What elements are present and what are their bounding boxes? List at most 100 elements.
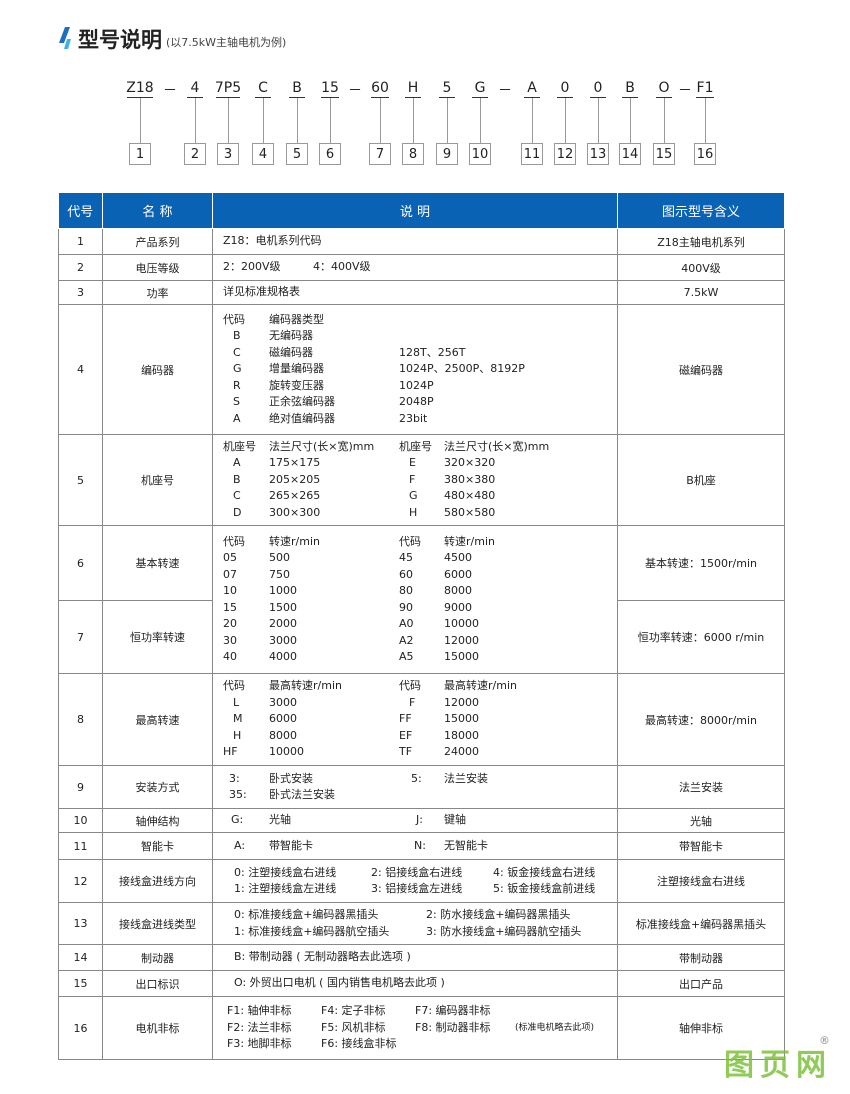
page-title: 型号说明 [78, 28, 162, 52]
description-cell: 320×320 [444, 456, 496, 470]
description-line: 详见标准规格表 [213, 284, 617, 301]
table-row: 1 产品系列 Z18：电机系列代码 Z18主轴电机系列 [58, 228, 785, 255]
description-cell: 4000 [269, 650, 297, 663]
description-cell: 1: 注塑接线盒左进线 [234, 882, 337, 895]
description-cell: 10 [223, 584, 237, 597]
description-cell: 2：200V级 [223, 260, 281, 274]
segment-index-box: 16 [694, 143, 716, 165]
description-cell: 6000 [269, 712, 297, 726]
description-cell: F2: 法兰非标 [227, 1020, 292, 1034]
table-row: 10 轴伸结构 G: 光轴 J: 键轴 光轴 [58, 808, 785, 833]
table-row: 14 制动器 B: 带制动器 ( 无制动器略去此选项 ) 带制动器 [58, 944, 785, 971]
connector-line [413, 98, 414, 143]
description-line: 30 3000 A2 12000 [213, 633, 617, 650]
description-cell: J: [416, 813, 423, 827]
description-cell: 机座号 [223, 439, 256, 453]
description-cell: 07 [223, 567, 237, 581]
segment-underline [187, 97, 203, 98]
description-cell: 3000 [269, 633, 297, 647]
col-header-code: 代号 [58, 193, 103, 229]
description-line: 05 500 45 4500 [213, 550, 617, 567]
description-cell: A: [234, 838, 246, 852]
row-description: 代码 转速r/min 代码 转速r/min 05 500 45 4500 07 750 60 6000… [212, 525, 618, 674]
row-name: 智能卡 [102, 832, 213, 860]
row-description: Z18：电机系列代码 [212, 228, 618, 255]
segment-index-box: 10 [469, 143, 491, 165]
description-cell: 15 [223, 600, 237, 614]
code-segment: Z18 [126, 80, 154, 96]
description-cell: 转速r/min [269, 534, 320, 548]
segment-underline [590, 97, 606, 98]
row-description: 机座号 法兰尺寸(长×宽)mm 机座号 法兰尺寸(长×宽)mm A 175×175 E 320… [212, 434, 618, 526]
row-code: 15 [58, 970, 103, 997]
segment-underline [439, 97, 455, 98]
description-line: 代码 最高转速r/min 代码 最高转速r/min [213, 678, 617, 695]
row-name: 制动器 [102, 944, 213, 971]
row-name: 功率 [102, 280, 213, 305]
segment-underline [696, 97, 714, 98]
connector-line [195, 98, 196, 143]
description-line: F1: 轴伸非标 F4: 定子非标 F7: 编码器非标 [213, 1003, 617, 1020]
connector-line [263, 98, 264, 143]
segment-underline [321, 97, 339, 98]
description-cell: 旋转变压器 [269, 378, 324, 392]
description-line: 3: 卧式安装 5: 法兰安装 [213, 771, 617, 788]
row-meaning: 光轴 [617, 808, 785, 833]
description-cell: M [233, 712, 243, 726]
row-description: B: 带制动器 ( 无制动器略去此选项 ) [212, 944, 618, 971]
description-cell: G: [231, 813, 244, 827]
description-cell: L [233, 695, 240, 709]
segment-underline [371, 97, 389, 98]
description-cell: 2000 [269, 617, 297, 630]
code-segment: 4 [190, 80, 200, 96]
description-cell: H [409, 505, 418, 519]
segment-underline [472, 97, 488, 98]
description-line: 2：200V级 4：400V级 [213, 259, 617, 276]
description-cell: F6: 接线盒非标 [321, 1037, 397, 1051]
description-cell: B [233, 329, 241, 343]
segment-index-box: 12 [554, 143, 576, 165]
row-code: 16 [58, 996, 103, 1060]
description-cell: F [409, 472, 416, 486]
description-cell: 750 [269, 567, 290, 581]
description-cell: F7: 编码器非标 [415, 1004, 491, 1018]
description-line: 1: 标准接线盒+编码器航空插头 3: 防水接线盒+编码器航空插头 [213, 924, 617, 941]
row-code: 3 [58, 280, 103, 305]
description-cell: 3: 铝接线盒左进线 [371, 882, 463, 895]
row-name: 轴伸结构 [102, 808, 213, 833]
description-cell: 05 [223, 551, 237, 564]
description-cell: 15000 [444, 650, 479, 663]
description-line: 15 1500 90 9000 [213, 600, 617, 617]
description-cell: B [233, 472, 241, 486]
code-segment: A [527, 80, 537, 96]
row-name: 电压等级 [102, 254, 213, 281]
description-cell: S [233, 395, 240, 409]
description-cell: 0: 注塑接线盒右进线 [234, 865, 337, 879]
table-row: 16 电机非标 F1: 轴伸非标 F4: 定子非标 F7: 编码器非标 F2: 法兰非标 F… [58, 996, 785, 1060]
segment-underline [216, 97, 240, 98]
row-description: 2：200V级 4：400V级 [212, 254, 618, 281]
description-cell: 40 [223, 650, 237, 663]
description-cell: 增量编码器 [269, 362, 324, 376]
connector-line [705, 98, 706, 143]
table-row: 15 出口标识 O: 外贸出口电机 ( 国内销售电机略去此项 ) 出口产品 [58, 970, 785, 997]
code-segment: 5 [442, 80, 452, 96]
description-cell: 磁编码器 [269, 345, 313, 359]
description-cell: F3: 地脚非标 [227, 1037, 292, 1051]
description-cell: D [233, 505, 242, 519]
description-cell: 正余弦编码器 [269, 395, 335, 409]
description-cell: A2 [399, 633, 414, 647]
description-cell: 1000 [269, 584, 297, 597]
table-row: 8 最高转速 代码 最高转速r/min 代码 最高转速r/min L 3000 F 12000 M 6… [58, 673, 785, 766]
description-cell: 12000 [444, 633, 479, 647]
description-cell: 1024P [399, 378, 434, 392]
code-separator: － [498, 83, 512, 99]
description-cell: 0: 标准接线盒+编码器黑插头 [234, 908, 379, 921]
col-header-meaning: 图示型号含义 [617, 193, 785, 229]
row-description: G: 光轴 J: 键轴 [212, 808, 618, 833]
row-name: 最高转速 [102, 673, 213, 766]
description-cell: 代码 [223, 534, 245, 548]
description-cell: 键轴 [444, 813, 466, 827]
table-row: 7 恒功率转速 恒功率转速：6000 r/min [58, 600, 785, 674]
description-cell: HF [223, 745, 238, 759]
